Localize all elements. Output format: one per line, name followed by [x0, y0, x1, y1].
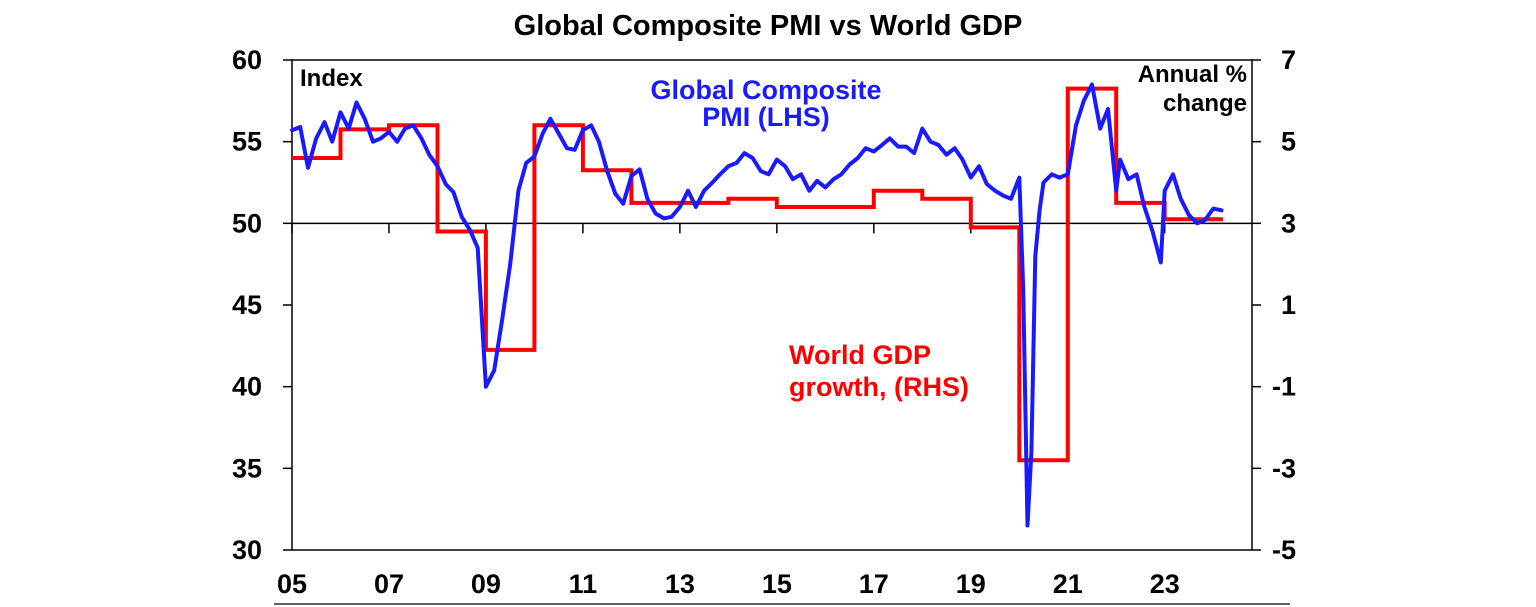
right-tick-label: -1: [1272, 372, 1296, 402]
left-tick-label: 60: [232, 45, 262, 75]
left-tick-label: 45: [232, 290, 262, 320]
left-axis: 60 55 50 45 40 35 30: [232, 45, 292, 565]
x-tick-label: 17: [859, 569, 889, 599]
x-tick-label: 21: [1053, 569, 1083, 599]
axes: [274, 59, 1290, 605]
right-axis-label-line1: Annual %: [1138, 61, 1247, 88]
left-tick-label: 30: [232, 535, 262, 565]
x-tick-label: 13: [665, 569, 695, 599]
pmi-series-label-line2: PMI (LHS): [702, 102, 830, 132]
left-axis-label: Index: [300, 65, 363, 92]
left-tick-label: 40: [232, 372, 262, 402]
x-tick-label: 23: [1150, 569, 1180, 599]
x-tick-label: 19: [956, 569, 986, 599]
x-tick-label: 07: [374, 569, 404, 599]
left-tick-label: 55: [232, 127, 262, 157]
x-tick-label: 09: [471, 569, 501, 599]
right-tick-label: -3: [1272, 453, 1296, 483]
x-tick-label: 11: [569, 569, 598, 599]
series-line-global-pmi: [290, 82, 1224, 528]
pmi-series-label-line1: Global Composite: [650, 75, 881, 105]
right-axis: 7 5 3 1 -1 -3 -5: [1252, 45, 1296, 565]
right-tick-label: 1: [1281, 290, 1296, 320]
right-tick-label: 5: [1281, 127, 1296, 157]
x-axis: 05 07 09 11 13 15 17 19 21 23: [277, 223, 1180, 599]
chart-title: Global Composite PMI vs World GDP: [514, 10, 1023, 42]
right-tick-label: 7: [1281, 45, 1296, 75]
left-tick-label: 50: [232, 208, 262, 238]
left-tick-label: 35: [232, 453, 262, 483]
right-axis-label-line2: change: [1163, 90, 1247, 117]
gdp-series-label-line2: growth, (RHS): [789, 372, 969, 402]
gdp-series-label-line1: World GDP: [789, 340, 931, 370]
right-tick-label: -5: [1272, 535, 1296, 565]
right-tick-label: 3: [1281, 208, 1296, 238]
x-tick-label: 15: [762, 569, 792, 599]
x-tick-label: 05: [277, 569, 307, 599]
series-line-world-gdp: [292, 86, 1223, 463]
